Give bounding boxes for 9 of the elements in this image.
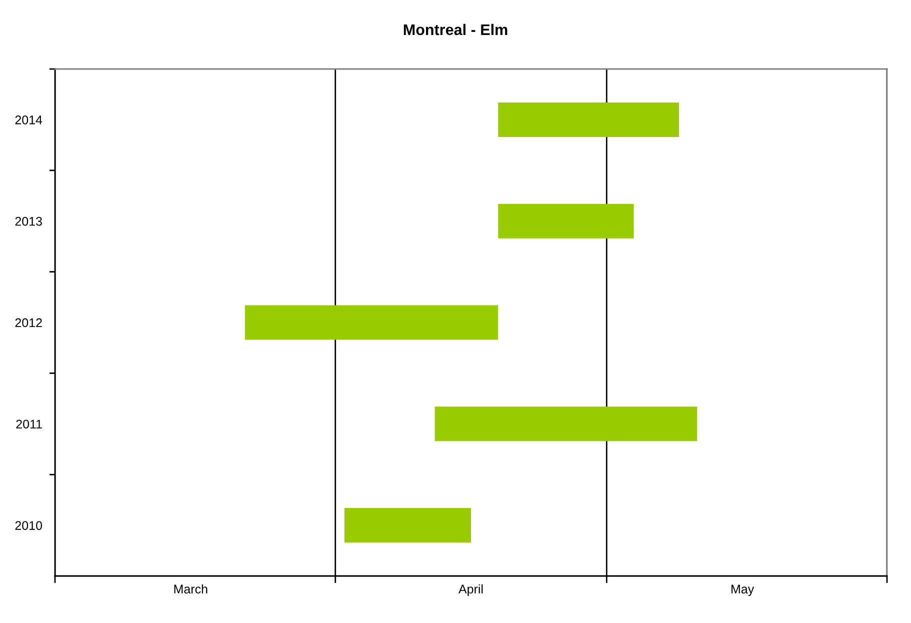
x-tick-label: May (732, 584, 754, 596)
y-tick-label: 2011 (16, 420, 42, 429)
y-tick-label: 2012 (15, 318, 42, 328)
x-tick-label: March (174, 584, 208, 594)
y-tick-label: 2013 (15, 216, 42, 226)
y-tick-label: 2014 (15, 116, 42, 124)
y-tick-label: 2010 (15, 521, 42, 530)
x-tick-label: April (458, 584, 483, 596)
chart-title: Montreal - Elm (404, 24, 508, 36)
